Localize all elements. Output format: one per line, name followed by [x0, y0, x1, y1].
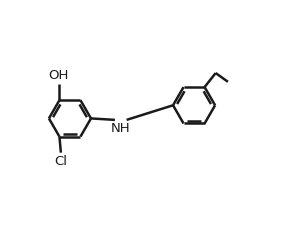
Text: Cl: Cl [54, 155, 67, 168]
Text: NH: NH [110, 122, 130, 135]
Text: OH: OH [48, 69, 68, 82]
